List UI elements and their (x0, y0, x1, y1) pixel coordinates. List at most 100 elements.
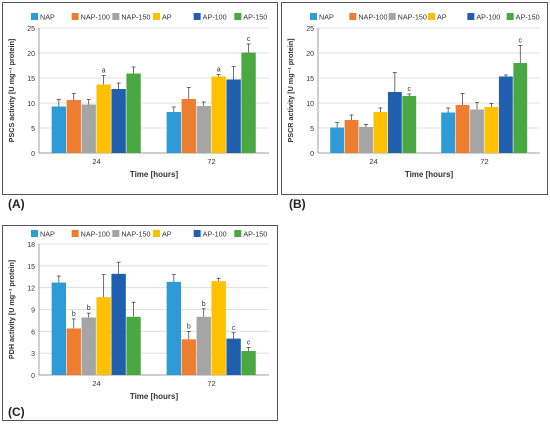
chart-a-legend-swatch (153, 13, 160, 20)
chart-c-y-axis-title: PDH activity [U mg⁻¹ protein] (7, 260, 16, 359)
chart-a-legend-swatch (234, 13, 242, 20)
chart-c-legend-label: NAP-100 (81, 230, 110, 239)
chart-c-bar (126, 316, 141, 375)
chart-b-legend-swatch (428, 13, 435, 20)
chart-panel-a: 0 5 10 15 20 25 NAP NAP-100 NAP-150 AP AP-100 AP-15… (2, 2, 278, 195)
chart-c-legend-label: NAP (40, 230, 55, 239)
chart-b-legend-label: NAP-100 (358, 13, 387, 22)
chart-c-y-tick-label: 18 (27, 242, 35, 249)
chart-b-bar (470, 109, 484, 153)
chart-c-y-tick-label: 9 (31, 308, 35, 315)
chart-a-y-axis-title: PSCS activity [U mg⁻¹ protein] (7, 39, 16, 143)
chart-a-significance-label: a (102, 68, 106, 75)
chart-b-bar (402, 96, 417, 153)
chart-b-x-tick-label: 72 (480, 157, 488, 166)
chart-c-y-tick-label: 6 (31, 329, 35, 336)
chart-c-bar (66, 328, 81, 375)
chart-b-bar (330, 127, 345, 153)
chart-b-y-axis-title: PSCR activity [U mg⁻¹ protein] (286, 38, 295, 142)
chart-c-legend-swatch (71, 230, 79, 237)
chart-c-bar (241, 350, 256, 375)
chart-c-x-axis-title: Time [hours] (130, 392, 179, 401)
chart-a-legend-swatch (193, 13, 201, 20)
chart-a-x-tick-label: 72 (207, 157, 215, 166)
chart-c-significance-label: b (202, 301, 206, 308)
chart-b-bar (387, 92, 402, 153)
chart-c-legend-label: AP (162, 230, 172, 239)
chart-c-x-tick-label: 24 (92, 379, 100, 388)
chart-a-legend-label: NAP (40, 13, 55, 22)
chart-c-x-tick-label: 72 (207, 379, 215, 388)
chart-a-bar (166, 112, 181, 153)
chart-a-y-tick-label: 20 (27, 51, 35, 58)
chart-c-svg: 0 3 6 9 12 15 18 NAP NAP-100 NAP-150 AP AP-100 AP-15… (7, 230, 269, 401)
chart-b-bar (484, 107, 499, 153)
chart-c-bar (51, 282, 66, 375)
chart-a-bar (51, 106, 66, 153)
panel-label-b: (B) (289, 197, 306, 211)
chart-a-bar (226, 79, 241, 153)
chart-b-bar (344, 120, 359, 153)
chart-a-bar (66, 100, 81, 153)
chart-a-bar (96, 84, 111, 153)
chart-b-legend-swatch (310, 13, 317, 20)
chart-b-legend-label: NAP (319, 13, 334, 22)
chart-b-y-tick-label: 0 (310, 151, 314, 158)
chart-b-y-tick-label: 25 (306, 26, 314, 33)
chart-c-y-tick-label: 12 (27, 286, 35, 293)
chart-b-y-tick-label: 10 (306, 101, 314, 108)
chart-c-legend-swatch (153, 230, 160, 237)
chart-b-significance-label: c (519, 38, 523, 45)
chart-c-y-tick-label: 15 (27, 264, 35, 271)
chart-b-legend-label: NAP-150 (398, 13, 427, 22)
chart-b-bar (513, 63, 528, 153)
panel-label-a: (A) (8, 197, 25, 211)
chart-a-legend-swatch (112, 13, 120, 20)
chart-a-legend-label: AP (162, 13, 172, 22)
chart-a-y-tick-label: 10 (27, 101, 35, 108)
chart-c-legend-swatch (112, 230, 120, 237)
chart-a-significance-label: a (217, 67, 221, 74)
chart-c-bar (81, 317, 96, 375)
panel-label-c: (C) (8, 405, 25, 419)
chart-b-bar (373, 112, 388, 153)
chart-b-bar (498, 76, 513, 153)
chart-a-y-tick-label: 25 (27, 26, 35, 33)
chart-c-bar (181, 339, 196, 375)
chart-c-bar (226, 338, 241, 375)
chart-panel-c: 0 3 6 9 12 15 18 NAP NAP-100 NAP-150 AP AP-100 AP-15… (2, 225, 278, 421)
chart-a-legend-label: NAP-150 (121, 13, 150, 22)
chart-b-bar (359, 127, 373, 153)
chart-c-legend-label: AP-100 (203, 230, 227, 239)
chart-a-significance-label: c (247, 36, 251, 43)
chart-a-x-tick-label: 24 (92, 157, 100, 166)
chart-a-y-tick-label: 15 (27, 76, 35, 83)
chart-a-legend-label: NAP-100 (81, 13, 110, 22)
chart-b-x-axis-title: Time [hours] (405, 170, 454, 179)
chart-c-significance-label: b (87, 305, 91, 312)
chart-b-legend-swatch (467, 13, 475, 20)
chart-c-legend-swatch (234, 230, 242, 237)
chart-b-legend-label: AP-100 (476, 13, 500, 22)
chart-a-x-axis-title: Time [hours] (130, 170, 179, 179)
chart-a-bar (211, 76, 226, 153)
chart-a-legend-label: AP-100 (203, 13, 227, 22)
chart-b-significance-label: c (408, 86, 412, 93)
chart-b-y-tick-label: 20 (306, 51, 314, 58)
chart-c-legend-swatch (193, 230, 201, 237)
chart-b-legend-swatch (506, 13, 514, 20)
chart-a-y-tick-label: 5 (31, 126, 35, 133)
chart-c-legend-swatch (31, 230, 38, 237)
chart-a-legend-swatch (71, 13, 79, 20)
chart-b-legend-label: AP-150 (516, 13, 540, 22)
chart-c-y-tick-label: 0 (31, 373, 35, 380)
chart-b-legend-label: AP (437, 13, 447, 22)
chart-a-bar (126, 73, 141, 153)
chart-c-bar (96, 297, 111, 375)
chart-a-bar (241, 52, 256, 153)
chart-a-legend-label: AP-150 (243, 13, 267, 22)
chart-a-bar (111, 89, 126, 153)
chart-b-legend-swatch (388, 13, 396, 20)
chart-c-bar (111, 273, 126, 375)
chart-b-legend-swatch (349, 13, 357, 20)
